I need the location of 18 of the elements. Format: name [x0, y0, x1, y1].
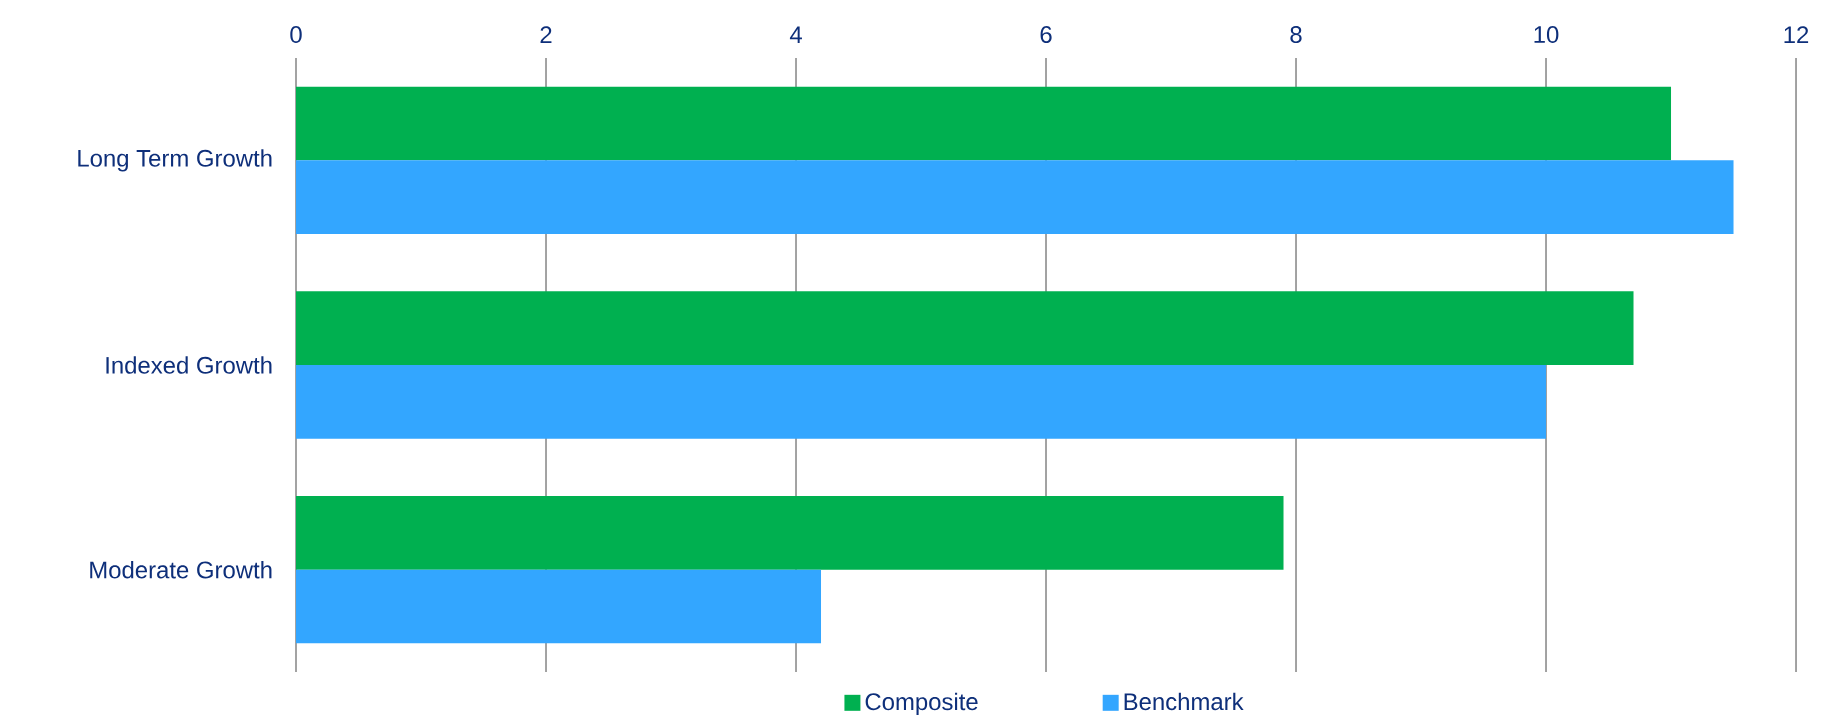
legend-label: Benchmark	[1124, 692, 1244, 711]
legend-label: Composite	[865, 692, 978, 715]
bar	[296, 496, 1284, 570]
bar	[296, 291, 1634, 366]
x-tick-label: 4	[789, 26, 802, 44]
x-tick-label: 0	[290, 26, 302, 44]
x-tick-label: 10	[1534, 26, 1559, 44]
y-tick-label: Moderate Growth	[90, 560, 272, 579]
x-tick-label: 8	[1290, 26, 1302, 44]
x-tick-label: 12	[1784, 26, 1809, 44]
bar	[296, 86, 1672, 161]
x-tick-label: 2	[540, 26, 552, 44]
y-tick-label: Indexed Growth	[106, 356, 272, 374]
bar	[296, 160, 1734, 235]
y-tick-label: Long Term Growth	[78, 149, 272, 172]
bar	[296, 569, 822, 644]
bar	[296, 365, 1547, 439]
x-tick-label: 6	[1040, 26, 1052, 44]
